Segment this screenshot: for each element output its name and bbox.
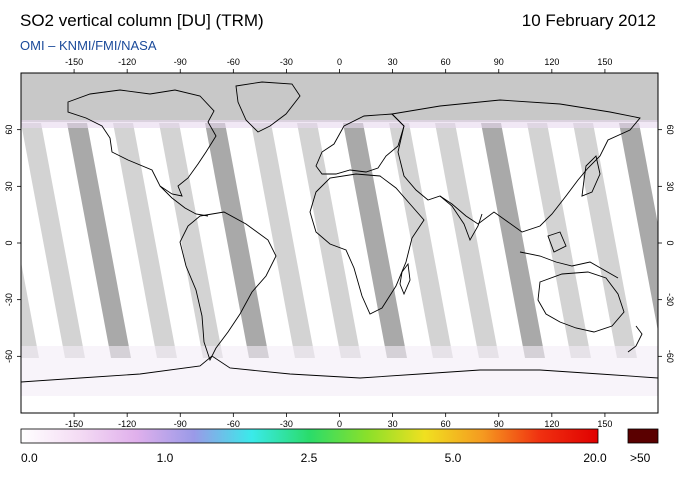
longitude-tick-label-bottom: 150 [597, 419, 612, 429]
orbit-gap-swath [159, 123, 223, 358]
high-latitude-noise-band [21, 120, 658, 128]
colorbar-label: 1.0 [156, 451, 174, 465]
longitude-tick-label-bottom: -60 [227, 419, 240, 429]
latitude-tick-label-right: 0 [665, 240, 675, 245]
colorbar-label: 20.0 [583, 451, 607, 465]
latitude-tick-label-right: -60 [665, 350, 675, 363]
longitude-tick-label-top: -60 [227, 57, 240, 67]
orbit-gap-swath [619, 123, 658, 332]
south-america-coast [179, 211, 277, 362]
orbit-gap-swath [343, 123, 407, 358]
colorbar-overflow-label: >50 [630, 451, 651, 465]
colorbar-overflow-swatch [627, 428, 659, 444]
orbit-gap-swath [481, 123, 545, 358]
longitude-tick-label-top: -90 [174, 57, 187, 67]
orbit-gap-swath [205, 123, 269, 358]
latitude-tick-label-right: 30 [665, 181, 675, 191]
latitude-tick-label-right: 60 [665, 125, 675, 135]
longitude-tick-label-top: -30 [280, 57, 293, 67]
map-title: SO2 vertical column [DU] (TRM) [20, 11, 264, 30]
europe-coast [315, 113, 405, 175]
longitude-tick-label-top: -150 [65, 57, 83, 67]
colorbar-label: 2.5 [300, 451, 318, 465]
longitude-tick-label-top: 60 [441, 57, 451, 67]
orbit-gap-swath [297, 123, 361, 358]
india-coast [439, 195, 483, 242]
so2-world-map: -150 -150 -120 -120 -90 -90 -60 -60 -30 -30 0 0 30 30… [4, 57, 675, 444]
australia-coast [537, 271, 625, 333]
japan-coast [581, 155, 601, 197]
new-zealand-coast [627, 325, 643, 353]
indonesia-coast [519, 251, 619, 279]
orbit-gap-swath [389, 123, 453, 358]
orbit-gap-swath [435, 123, 499, 358]
longitude-tick-label-bottom: 60 [441, 419, 451, 429]
madagascar-coast [399, 262, 411, 296]
central-america-coast [159, 185, 209, 217]
longitude-tick-label-top: -120 [118, 57, 136, 67]
colorbar-label: 5.0 [444, 451, 462, 465]
latitude-tick-label-right: -30 [665, 293, 675, 306]
orbit-gap-swath [573, 123, 637, 358]
coastlines [21, 81, 658, 383]
latitude-tick-label-left: -60 [4, 350, 14, 363]
longitude-tick-label-top: 0 [337, 57, 342, 67]
orbit-gap-swath [67, 123, 131, 358]
longitude-tick-label-bottom: -90 [174, 419, 187, 429]
north-america-coast [67, 89, 217, 197]
longitude-tick-label-top: 150 [597, 57, 612, 67]
graticule-ticks: -150 -150 -120 -120 -90 -90 -60 -60 -30 -30 0 0 30 30… [4, 57, 675, 429]
orbit-gap-swath [251, 123, 315, 358]
orbit-gap-swath [21, 123, 85, 358]
greenland-coast [235, 81, 301, 133]
borneo-coast [547, 231, 567, 253]
orbit-gap-swath [113, 123, 177, 358]
latitude-tick-label-left: -30 [4, 293, 14, 306]
orbit-gap-swath [527, 123, 591, 358]
longitude-tick-label-bottom: -120 [118, 419, 136, 429]
africa-coast [309, 173, 425, 315]
latitude-tick-label-left: 60 [4, 125, 14, 135]
asia-coast [391, 99, 641, 233]
data-source-credit: OMI – KNMI/FMI/NASA [20, 38, 157, 53]
colorbar-label: 0.0 [21, 451, 38, 465]
longitude-tick-label-bottom: 30 [388, 419, 398, 429]
orbit-gap-swath [21, 261, 39, 358]
latitude-tick-label-left: 0 [4, 240, 14, 245]
polar-no-data-region [21, 73, 658, 122]
colorbar-gradient [20, 428, 599, 444]
antarctica-coast [21, 355, 658, 383]
longitude-tick-label-bottom: 0 [337, 419, 342, 429]
latitude-tick-label-left: 30 [4, 181, 14, 191]
longitude-tick-label-top: 90 [494, 57, 504, 67]
longitude-tick-label-top: 30 [388, 57, 398, 67]
longitude-tick-label-bottom: 120 [544, 419, 559, 429]
map-date: 10 February 2012 [521, 11, 656, 30]
longitude-tick-label-bottom: 90 [494, 419, 504, 429]
longitude-tick-label-bottom: -150 [65, 419, 83, 429]
longitude-tick-label-top: 120 [544, 57, 559, 67]
antarctic-noise-band [21, 346, 658, 396]
longitude-tick-label-bottom: -30 [280, 419, 293, 429]
orbit-gap-swaths [21, 123, 658, 358]
